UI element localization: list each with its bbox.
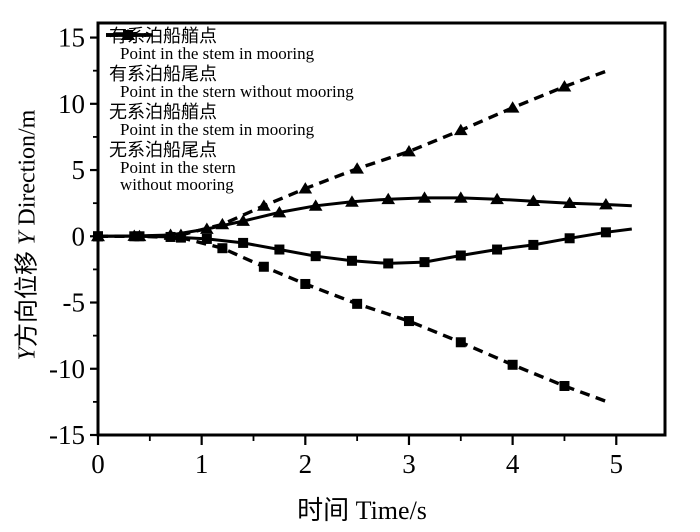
data-point-triangle-marker	[236, 214, 250, 226]
data-point-square-marker	[258, 261, 269, 272]
legend-entry-symbol-row: 无系泊船尾点	[106, 29, 446, 160]
data-point-triangle-marker	[215, 217, 230, 230]
y-axis-title-italic-y1: Y	[14, 346, 41, 361]
data-point-square-marker	[300, 278, 311, 289]
data-point-square-marker	[310, 251, 321, 262]
legend-entry-symbol-row: 无系泊船艏点	[106, 30, 446, 122]
legend-label-en: Point in the stem in mooring	[120, 44, 315, 63]
plot-frame	[96, 21, 667, 437]
data-point-triangle-marker	[402, 145, 416, 157]
data-point-triangle-marker	[505, 101, 520, 113]
x-axis-title-cn: 时间	[297, 496, 356, 525]
data-point-square-marker	[507, 359, 518, 370]
legend-label-en: Point in the stern without mooring	[120, 82, 354, 101]
data-point-triangle-marker	[257, 199, 271, 211]
series-line-3	[98, 234, 612, 405]
series-line-2	[97, 196, 632, 238]
data-point-square-marker	[217, 243, 228, 254]
y-axis-tick-label: 10	[58, 89, 85, 119]
legend-entry-2: 有系泊船尾点 Point in the stern without mooring	[106, 29, 446, 101]
data-point-triangle-marker	[174, 228, 188, 240]
data-point-square-marker	[238, 237, 249, 248]
data-point-triangle-marker	[132, 229, 147, 242]
data-point-triangle-marker	[308, 199, 323, 211]
legend-label-cn: 无系泊船艏点	[109, 102, 217, 122]
data-point-triangle-marker	[599, 197, 613, 210]
legend-label-cn: 有系泊船艏点	[109, 26, 217, 46]
legend-entry-symbol-row: 有系泊船尾点	[106, 29, 446, 84]
y-axis-title-en: Direction/m	[14, 109, 41, 232]
data-point-triangle-marker	[350, 162, 364, 174]
data-point-square-marker	[419, 257, 430, 268]
x-axis-tick-label: 0	[91, 449, 105, 479]
legend-label-en: Point in the stern	[120, 158, 236, 177]
data-point-triangle-marker	[381, 192, 396, 205]
data-point-triangle-marker	[272, 205, 287, 218]
y-axis-tick-label: 5	[72, 155, 86, 185]
x-axis-tick-label: 5	[610, 449, 624, 479]
data-point-square-marker	[564, 233, 575, 244]
y-axis-tick-label: -15	[49, 420, 85, 450]
y-axis-tick-label: -10	[49, 354, 85, 384]
legend-label-en: without mooring	[120, 175, 234, 194]
legend-entry-3: 无系泊船艏点 Point in the stem in mooring	[106, 30, 446, 139]
data-point-square-marker	[201, 233, 212, 244]
data-point-triangle-marker	[453, 123, 468, 136]
series-line-4	[98, 67, 612, 238]
data-point-square-marker	[455, 250, 466, 261]
data-point-square-marker	[559, 380, 570, 391]
data-point-square-marker	[403, 316, 414, 327]
x-axis-tick-label: 2	[299, 449, 313, 479]
data-point-triangle-marker	[200, 222, 214, 234]
data-point-triangle-marker	[526, 194, 541, 207]
x-axis-title: 时间 Time/s	[297, 490, 427, 527]
data-point-square-marker	[274, 244, 285, 255]
x-axis-tick-label: 4	[506, 449, 520, 479]
data-point-triangle-marker	[417, 191, 432, 203]
y-axis-title: Y方向位移 Y Direction/m	[7, 110, 42, 361]
y-axis-tick-label: 0	[72, 221, 86, 251]
data-point-square-marker	[346, 255, 357, 266]
data-point-triangle-marker	[490, 192, 504, 205]
y-axis-title-italic-y2: Y	[14, 231, 41, 245]
data-point-triangle-marker	[453, 191, 468, 203]
data-point-square-marker	[600, 227, 611, 238]
y-axis-title-cn: 方向位移	[14, 244, 41, 347]
y-axis-tick-label: 15	[58, 23, 85, 53]
data-point-triangle-marker	[298, 182, 313, 194]
legend-label-en: Point in the stem in mooring	[120, 120, 315, 139]
legend-label-cn: 无系泊船尾点	[109, 140, 217, 160]
data-point-square-marker	[492, 244, 503, 255]
data-point-triangle-marker	[557, 80, 572, 92]
legend-entry-1: 有系泊船艏点 Point in the stem in mooring	[106, 27, 446, 62]
legend-entry-4: 无系泊船尾点 Point in the stern without mooring	[106, 29, 446, 194]
data-point-square-marker	[455, 337, 466, 348]
data-point-triangle-marker	[345, 195, 359, 207]
legend-entry-symbol-row: 有系泊船艏点	[106, 27, 446, 45]
data-point-square-marker	[383, 258, 394, 269]
data-point-square-marker	[352, 298, 363, 309]
legend: 有系泊船艏点 Point in the stem in mooring 有系泊船尾点…	[106, 27, 446, 196]
data-point-triangle-marker	[91, 229, 105, 242]
y-axis-tick-label: -5	[63, 288, 86, 318]
data-point-square-marker	[528, 239, 539, 250]
x-axis-tick-label: 1	[195, 449, 209, 479]
legend-label-cn: 有系泊船尾点	[109, 64, 217, 84]
data-point-triangle-marker	[562, 196, 577, 209]
x-axis-tick-label: 3	[402, 449, 416, 479]
x-axis-title-en: Time/s	[355, 496, 427, 525]
